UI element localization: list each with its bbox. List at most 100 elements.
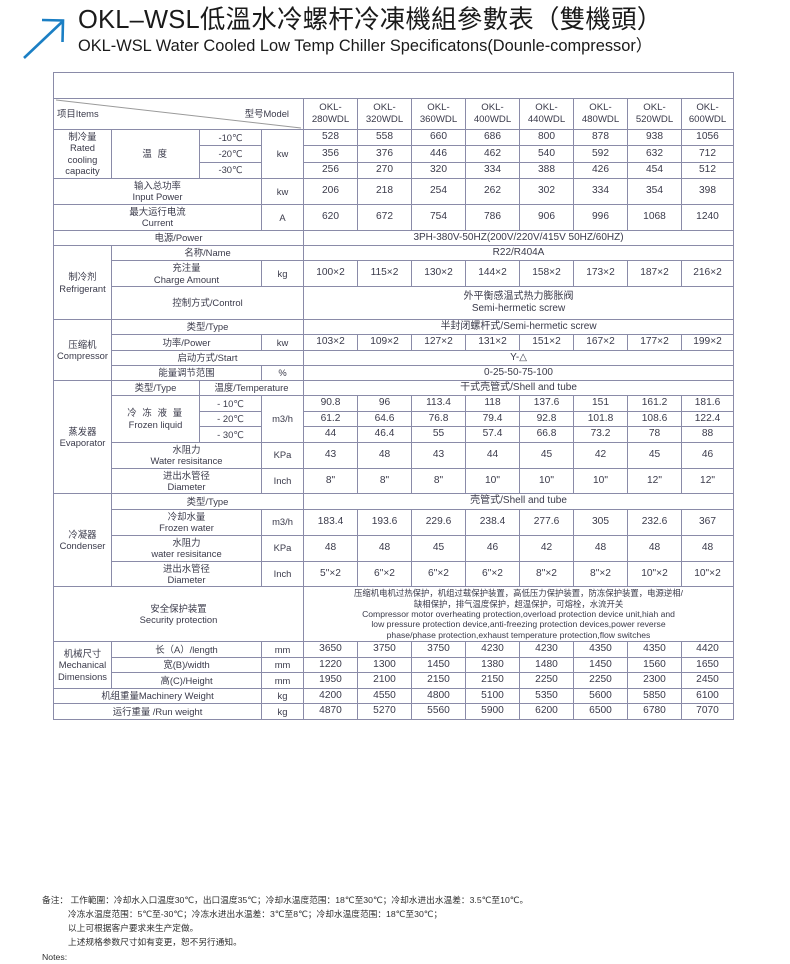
dim-length-label: 长（A）/length bbox=[111, 641, 262, 658]
compressor-start-value: Y-△ bbox=[302, 349, 735, 366]
security-cn-1: 压缩机电机过热保护，机组过载保护装置，高低压力保护装置，防冻保护装置，电源逆相/ bbox=[354, 588, 683, 599]
dim-length-unit: mm bbox=[261, 641, 304, 658]
evap-20-v2: 76.8 bbox=[411, 410, 466, 428]
model-col-4: OKL- 440WDL bbox=[519, 98, 574, 130]
evap-30-v1: 46.4 bbox=[357, 426, 412, 443]
note-line-2: 冷冻水温度范围：5℃至-30℃；冷冻水进出水温差：3℃至8℃；冷却水温度范围：1… bbox=[68, 909, 443, 920]
evap-10-v5: 151 bbox=[573, 395, 628, 412]
charge-v3: 144×2 bbox=[465, 260, 520, 288]
cond-w-v5: 305 bbox=[573, 508, 628, 536]
evaporator-frozen-30-row: - 30℃ 44 46.4 55 57.4 66.8 73.2 78 88 bbox=[54, 426, 735, 443]
cooling-10-v5: 878 bbox=[573, 128, 628, 147]
spec-table-container: OKL -WDL双机头低温水冷螺杆冷水机组参数表 项目Items 型号Model… bbox=[52, 72, 735, 720]
refrigerant-name-label: 名称/Name bbox=[111, 244, 304, 262]
security-text: 压缩机电机过热保护，机组过载保护装置，高低压力保护装置，防冻保护装置，电源逆相/… bbox=[302, 586, 735, 643]
cooling-30-v6: 454 bbox=[627, 161, 682, 179]
mw-v2: 4800 bbox=[411, 687, 466, 705]
dim-w-v1: 1300 bbox=[357, 656, 412, 674]
compressor-capacity-label: 能量调节范围 bbox=[111, 364, 262, 382]
mw-v5: 5600 bbox=[573, 687, 628, 705]
evaporator-frozen-10-row: 冷 冻 液 量 Frozen liquid - 10℃ m3/h 90.8 96 … bbox=[54, 395, 735, 443]
mw-v7: 6100 bbox=[680, 687, 735, 705]
evap-dia-v0: 8" bbox=[303, 467, 358, 495]
evaporator-group-label: 蒸发器 Evaporator bbox=[53, 380, 112, 495]
dim-h-v3: 2150 bbox=[465, 672, 520, 689]
evap-res-v2: 43 bbox=[411, 441, 466, 469]
cond-w-v4: 277.6 bbox=[519, 508, 574, 536]
cooling-temp-label: 温 度 bbox=[111, 129, 200, 179]
evaporator-resistance-label: 水阻力 Water resisitance bbox=[111, 441, 262, 469]
evaporator-frozen-unit: m3/h bbox=[261, 395, 304, 443]
evap-res-v1: 48 bbox=[357, 441, 412, 469]
cooling-group-label: 制冷量 Rated cooling capacity bbox=[53, 129, 112, 179]
dim-w-v7: 1650 bbox=[680, 656, 735, 674]
cooling-30-v3: 334 bbox=[465, 161, 520, 179]
dim-w-v5: 1450 bbox=[573, 656, 628, 674]
condenser-diameter-unit: Inch bbox=[261, 560, 304, 588]
cond-d-v0: 5"×2 bbox=[303, 560, 358, 588]
evap-temp-20: - 20℃ bbox=[199, 410, 262, 428]
cooling-30-v4: 388 bbox=[519, 161, 574, 179]
dim-h-v5: 2250 bbox=[573, 672, 628, 689]
input-power-unit: kw bbox=[261, 177, 304, 205]
run-weight-unit: kg bbox=[261, 703, 304, 720]
cond-d-v3: 6"×2 bbox=[465, 560, 520, 588]
cooling-30-v1: 270 bbox=[357, 161, 412, 179]
dim-l-v6: 4350 bbox=[627, 641, 682, 658]
machinery-weight-label: 机组重量Machinery Weight bbox=[53, 687, 262, 705]
cond-w-v1: 193.6 bbox=[357, 508, 412, 536]
dim-w-v4: 1480 bbox=[519, 656, 574, 674]
dimension-length-row: 机械尺寸 Mechanical Dimensions 长（A）/length m… bbox=[53, 641, 735, 689]
rw-v7: 7070 bbox=[680, 703, 735, 720]
cond-r-v6: 48 bbox=[627, 534, 682, 562]
input-power-v5: 334 bbox=[573, 177, 628, 205]
evap-10-v2: 113.4 bbox=[411, 395, 466, 412]
evap-20-v7: 122.4 bbox=[680, 410, 735, 428]
corner-items-label: 项目Items bbox=[57, 108, 99, 119]
current-v4: 906 bbox=[519, 203, 574, 231]
compressor-capacity-value: 0-25-50-75-100 bbox=[302, 364, 735, 382]
compressor-type-row: 压缩机 Compressor 类型/Type 半封闭螺杆式/Semi-hermet… bbox=[53, 319, 735, 382]
note-line-4: 上述规格参数尺寸如有变更，恕不另行通知。 bbox=[68, 937, 242, 948]
compressor-power-unit: kw bbox=[261, 334, 304, 351]
cooling-30-v0: 256 bbox=[303, 161, 358, 179]
power-supply-value: 3PH-380V-50HZ(200V/220V/415V 50HZ/60HZ) bbox=[302, 229, 735, 246]
evap-res-v5: 42 bbox=[573, 441, 628, 469]
rw-v0: 4870 bbox=[303, 703, 358, 720]
evaporator-diameter-unit: Inch bbox=[261, 467, 304, 495]
evap-temp-10: - 10℃ bbox=[199, 395, 262, 412]
cond-w-v6: 232.6 bbox=[627, 508, 682, 536]
comp-power-v0: 103×2 bbox=[303, 334, 358, 351]
comp-power-v3: 131×2 bbox=[465, 334, 520, 351]
page-title-en: OKL-WSL Water Cooled Low Temp Chiller Sp… bbox=[78, 36, 653, 55]
dim-width-unit: mm bbox=[261, 656, 304, 674]
evap-20-v5: 101.8 bbox=[573, 410, 628, 428]
evap-30-v5: 73.2 bbox=[573, 426, 628, 443]
compressor-capacity-row: 能量调节范围 % 0-25-50-75-100 bbox=[54, 364, 735, 382]
evap-res-v3: 44 bbox=[465, 441, 520, 469]
charge-v0: 100×2 bbox=[303, 260, 358, 288]
compressor-type-label: 类型/Type bbox=[111, 319, 304, 336]
input-power-v1: 218 bbox=[357, 177, 412, 205]
condenser-type-value: 壳管式/Shell and tube bbox=[302, 493, 735, 510]
rw-v1: 5270 bbox=[357, 703, 412, 720]
compressor-type-value: 半封闭螺杆式/Semi-hermetic screw bbox=[302, 319, 735, 336]
comp-power-v5: 167×2 bbox=[573, 334, 628, 351]
model-col-3: OKL- 400WDL bbox=[465, 98, 520, 130]
cond-r-v2: 45 bbox=[411, 534, 466, 562]
evap-30-v6: 78 bbox=[627, 426, 682, 443]
comp-power-v2: 127×2 bbox=[411, 334, 466, 351]
note-line-3: 以上可根据客户要求来生产定做。 bbox=[68, 923, 199, 934]
input-power-row: 输入总功率 Input Power kw 206 218 254 262 302 … bbox=[53, 177, 735, 205]
comp-power-v4: 151×2 bbox=[519, 334, 574, 351]
table-banner: OKL -WDL双机头低温水冷螺杆冷水机组参数表 bbox=[52, 72, 735, 99]
condenser-water-unit: m3/h bbox=[261, 508, 304, 536]
evap-dia-v1: 8" bbox=[357, 467, 412, 495]
run-weight-label: 运行重量 /Run weight bbox=[53, 703, 262, 720]
cond-d-v1: 6"×2 bbox=[357, 560, 412, 588]
cond-w-v2: 229.6 bbox=[411, 508, 466, 536]
evap-10-v0: 90.8 bbox=[303, 395, 358, 412]
cond-r-v3: 46 bbox=[465, 534, 520, 562]
evap-dia-v2: 8" bbox=[411, 467, 466, 495]
